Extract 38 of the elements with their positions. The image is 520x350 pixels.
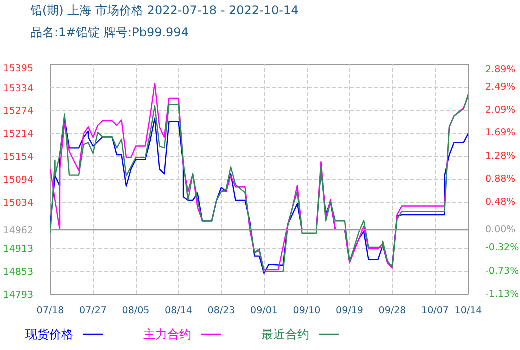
y2-tick-label: -1.13% <box>486 289 520 300</box>
y-tick-label: 15154 <box>3 152 34 164</box>
chart-title: 铅(期) 上海 市场价格 2022-07-18 - 2022-10-14 <box>30 4 299 18</box>
x-tick-label: 08/05 <box>122 306 150 316</box>
y-tick-label: 15214 <box>3 129 34 140</box>
legend-label: 现货价格 <box>26 328 74 342</box>
y2-tick-label: -0.73% <box>486 266 520 278</box>
x-tick-label: 09/19 <box>336 306 364 316</box>
y2-tick-label: 2.49% <box>486 82 516 93</box>
legend-label: 最近合约 <box>262 328 310 342</box>
y-tick-label: 14793 <box>3 290 34 301</box>
y2-tick-label: 0.88% <box>486 174 516 185</box>
y-tick-label: 15274 <box>3 106 34 118</box>
legend-label: 主力合约 <box>144 328 192 342</box>
x-tick-label: 10/14 <box>454 306 482 316</box>
y-tick-label: 15334 <box>3 83 34 94</box>
x-tick-label: 09/28 <box>378 306 406 316</box>
y-tick-label: 15395 <box>3 64 34 74</box>
y-tick-label: 14853 <box>3 267 34 278</box>
x-tick-label: 10/07 <box>422 306 449 316</box>
x-tick-label: 08/23 <box>208 306 236 316</box>
x-tick-label: 09/01 <box>250 306 278 316</box>
y-tick-label: 14962 <box>3 225 34 236</box>
x-tick-label: 07/18 <box>36 306 64 316</box>
y2-tick-label: -0.32% <box>486 242 520 254</box>
y-tick-label: 15094 <box>3 175 34 186</box>
y2-tick-label: 1.69% <box>486 128 516 139</box>
x-tick-label: 08/14 <box>165 306 192 316</box>
y-tick-label: 15034 <box>3 198 34 209</box>
y2-tick-label: 1.28% <box>486 151 516 162</box>
y-tick-label: 14913 <box>3 244 34 256</box>
chart-subtitle: 品名:1#铅锭 牌号:Pb99.994 <box>30 26 189 40</box>
x-tick-label: 09/10 <box>293 306 321 316</box>
y2-tick-label: 2.09% <box>486 104 516 116</box>
y2-tick-label: 2.89% <box>486 64 516 76</box>
x-tick-label: 07/27 <box>80 306 107 316</box>
y2-tick-label: 0.48% <box>486 196 516 208</box>
y2-tick-label: 0.00% <box>486 224 516 236</box>
